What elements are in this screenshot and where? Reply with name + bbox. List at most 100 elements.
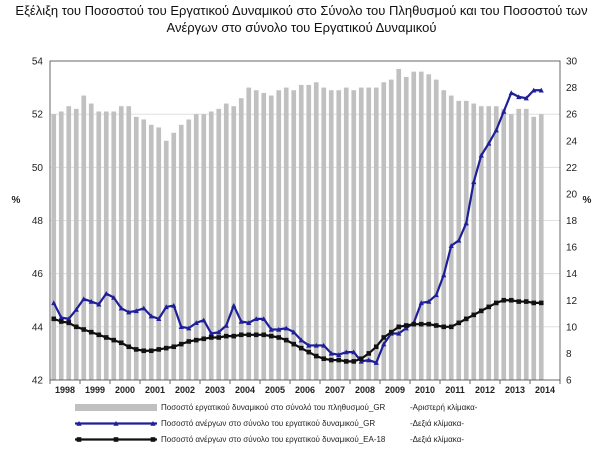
point-marker-square [291, 341, 297, 347]
point-marker-triangle [298, 337, 304, 343]
bar-labour-force [328, 90, 334, 380]
point-marker-square [163, 345, 169, 351]
bar-labour-force [201, 114, 207, 381]
point-marker-square [448, 324, 454, 330]
point-marker-square [403, 323, 409, 328]
bar-labour-force [366, 87, 372, 380]
point-marker-triangle [456, 237, 462, 243]
point-marker-triangle [276, 326, 282, 332]
line-series [51, 87, 544, 365]
bar-labour-force [163, 140, 169, 380]
bar-labour-force [276, 90, 282, 380]
point-marker-triangle [58, 314, 64, 320]
left-axis-tick-label: 54 [32, 57, 44, 68]
point-marker-triangle [328, 350, 334, 356]
x-axis-tick-label: 2009 [385, 385, 405, 395]
point-marker-square [516, 299, 522, 304]
point-marker-triangle [381, 341, 387, 347]
bar-labour-force [216, 108, 222, 380]
point-marker-triangle [531, 87, 537, 93]
point-marker-square [178, 341, 184, 347]
point-marker-triangle [291, 329, 297, 335]
point-marker-triangle [441, 272, 447, 278]
bar-labour-force [448, 95, 454, 380]
bar-labour-force [358, 87, 364, 380]
bar-labour-force [51, 114, 57, 381]
point-marker-square [141, 348, 147, 354]
bar-labour-force [433, 79, 439, 380]
bar-labour-force [351, 90, 357, 380]
left-axis-tick-label: 50 [32, 163, 44, 174]
right-axis-tick-label: 26 [566, 110, 578, 121]
point-marker-square [366, 351, 372, 356]
point-marker-triangle [366, 357, 372, 363]
point-marker-triangle [223, 322, 229, 328]
bar-labour-force [508, 114, 514, 381]
point-marker-triangle [126, 309, 132, 315]
right-axis-tick-label: 28 [566, 83, 578, 94]
point-marker-square [388, 329, 394, 335]
left-axis-tick-label: 52 [32, 110, 44, 121]
legend-entry: Ποσοστό ανέργων στο σύνολο του εργατικού… [75, 435, 464, 444]
point-marker-square [268, 333, 274, 339]
right-axis-ticks: 6 8 10 12 14 16 18 20 22 24 26 28 30 [566, 57, 578, 387]
x-axis-tick-label: 1998 [55, 385, 75, 395]
legend-entry: Ποσοστό εργατικού δυναμικού στο σύνολό τ… [75, 403, 478, 412]
right-axis-tick-label: 8 [566, 349, 572, 360]
point-marker-square [373, 344, 379, 350]
point-marker-square [351, 359, 357, 364]
legend-axis-note: -Δεξιά κλίμακα- [410, 419, 464, 428]
bar-labour-force [238, 98, 244, 380]
point-marker-square [411, 321, 417, 327]
point-marker-square [193, 337, 199, 343]
point-marker-triangle [81, 296, 87, 302]
x-axis-tick-label: 2000 [115, 385, 135, 395]
left-axis-unit: % [12, 195, 21, 206]
left-axis-tick-label: 46 [32, 269, 44, 280]
x-axis-tick-label: 2007 [325, 385, 345, 395]
bar-labour-force [306, 84, 312, 381]
bar-labour-force [246, 87, 252, 380]
point-marker-triangle [103, 291, 109, 296]
right-axis-tick-label: 22 [566, 163, 578, 174]
chart-title-line-1: Εξέλιξη του Ποσοστού του Εργατικού Δυναμ… [15, 3, 588, 18]
point-marker-square [328, 357, 334, 363]
right-axis-unit: % [583, 195, 592, 206]
bar-labour-force [493, 106, 499, 381]
point-marker-square [156, 347, 162, 352]
point-marker-triangle [523, 95, 529, 101]
x-axis-tick-label: 2003 [205, 385, 225, 395]
line-series-1 [51, 87, 544, 365]
point-marker-triangle [261, 316, 267, 322]
bar-series-labour-force [51, 68, 544, 381]
point-marker-square [321, 356, 327, 362]
point-marker-square [73, 324, 79, 330]
point-marker-square [358, 356, 364, 362]
point-marker-square [523, 299, 529, 304]
x-axis-tick-label: 2014 [535, 385, 555, 395]
bar-labour-force [223, 103, 229, 381]
point-marker-square [471, 312, 477, 318]
point-marker-square [426, 321, 432, 327]
bar-labour-force [103, 111, 109, 380]
point-marker-triangle [418, 300, 424, 306]
x-axis-tick-label: 2011 [445, 385, 465, 395]
point-marker-square [238, 332, 244, 338]
point-marker-triangle [51, 300, 57, 306]
point-marker-square [538, 300, 544, 306]
point-marker-square [66, 320, 72, 326]
point-marker-square [441, 324, 447, 330]
point-marker-triangle [313, 342, 319, 348]
bar-labour-force [486, 106, 492, 381]
legend: Ποσοστό εργατικού δυναμικού στο σύνολό τ… [75, 403, 478, 444]
bar-labour-force [193, 114, 199, 381]
bar-labour-force [81, 95, 87, 380]
point-marker-triangle [478, 152, 484, 158]
point-marker-square [246, 332, 252, 338]
point-marker-triangle [426, 298, 432, 304]
point-marker-square [231, 333, 237, 339]
point-marker-triangle [493, 127, 499, 133]
bar-labour-force [381, 82, 387, 381]
legend-marker [76, 437, 82, 442]
right-axis-tick-label: 30 [566, 57, 578, 68]
